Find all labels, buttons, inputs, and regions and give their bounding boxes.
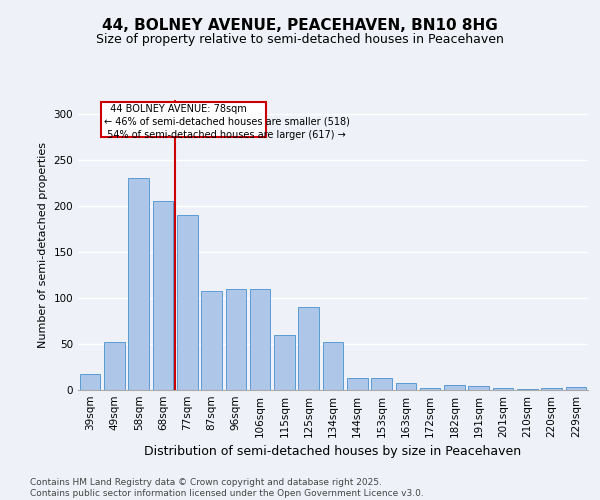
Bar [517,389,538,390]
Bar [420,388,440,390]
Text: 44 BOLNEY AVENUE: 78sqm
← 46% of semi-detached houses are smaller (518)
 54% of : 44 BOLNEY AVENUE: 78sqm ← 46% of semi-de… [104,104,349,140]
Bar [444,386,465,390]
Bar [347,378,368,390]
X-axis label: Distribution of semi-detached houses by size in Peacehaven: Distribution of semi-detached houses by … [145,446,521,458]
Bar [104,342,125,390]
Bar [152,202,173,390]
Bar [201,292,222,390]
Bar [469,386,489,390]
Bar [395,382,416,390]
Text: Contains HM Land Registry data © Crown copyright and database right 2025.
Contai: Contains HM Land Registry data © Crown c… [30,478,424,498]
Bar [541,388,562,390]
Bar [226,288,246,390]
Bar [566,387,586,390]
Bar [101,102,266,137]
Bar [493,388,514,390]
Bar [323,342,343,390]
Bar [177,215,197,390]
Bar [274,335,295,390]
Y-axis label: Number of semi-detached properties: Number of semi-detached properties [38,142,48,348]
Bar [128,178,149,390]
Bar [298,307,319,390]
Text: Size of property relative to semi-detached houses in Peacehaven: Size of property relative to semi-detach… [96,32,504,46]
Bar [371,378,392,390]
Text: 44, BOLNEY AVENUE, PEACEHAVEN, BN10 8HG: 44, BOLNEY AVENUE, PEACEHAVEN, BN10 8HG [102,18,498,32]
Bar [250,288,271,390]
Bar [80,374,100,390]
